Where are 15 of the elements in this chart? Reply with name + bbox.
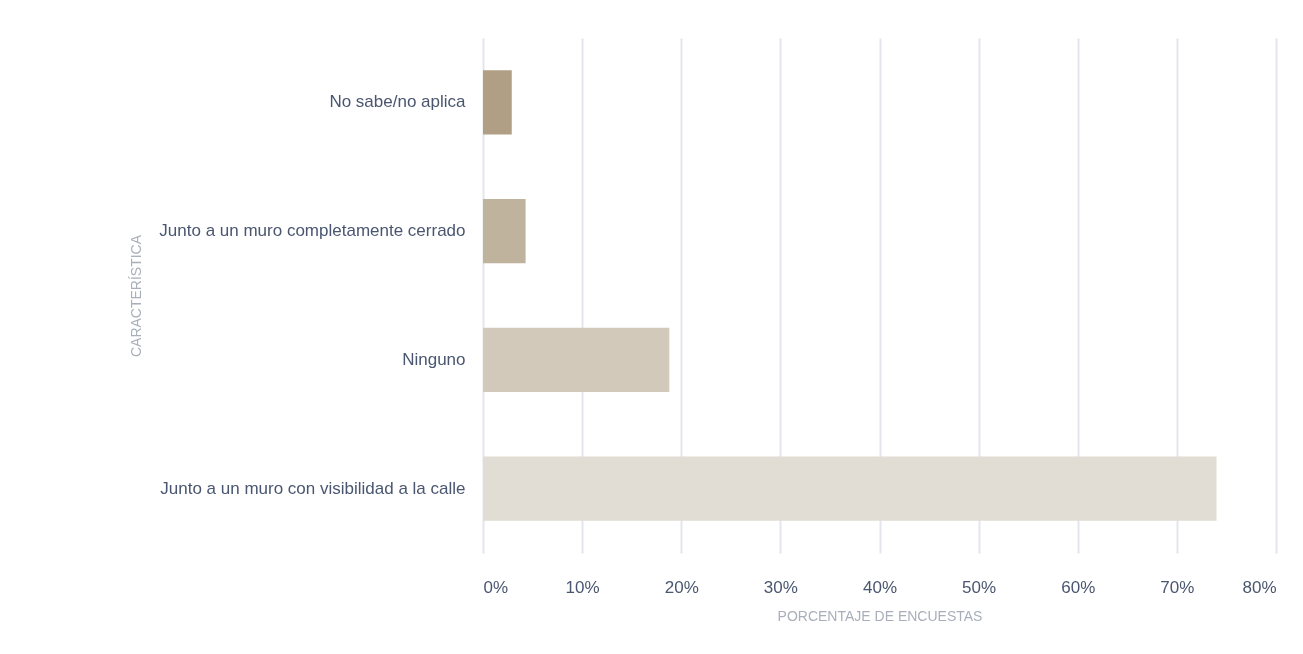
x-tick-label: 40% bbox=[862, 577, 898, 597]
x-tick-label: 0% bbox=[483, 577, 509, 597]
x-tick-label: 10% bbox=[565, 577, 600, 597]
x-tick-label: 70% bbox=[1160, 577, 1195, 597]
x-axis-title: PORCENTAJE DE ENCUESTAS bbox=[777, 607, 983, 624]
x-tick-label: 50% bbox=[962, 577, 997, 597]
x-tick-label: 30% bbox=[763, 577, 798, 597]
y-tick-label: Junto a un muro con visibilidad a la calle bbox=[160, 478, 466, 498]
x-tick-label: 20% bbox=[664, 577, 699, 597]
x-tick-label: 80% bbox=[1242, 577, 1277, 597]
y-axis-title: CARACTERÍSTICA bbox=[127, 234, 144, 358]
x-tick-label: 60% bbox=[1061, 577, 1096, 597]
y-tick-label: Junto a un muro completamente cerrado bbox=[159, 221, 466, 241]
y-tick-label: No sabe/no aplica bbox=[329, 92, 467, 112]
y-tick-label: Ninguno bbox=[402, 349, 466, 369]
